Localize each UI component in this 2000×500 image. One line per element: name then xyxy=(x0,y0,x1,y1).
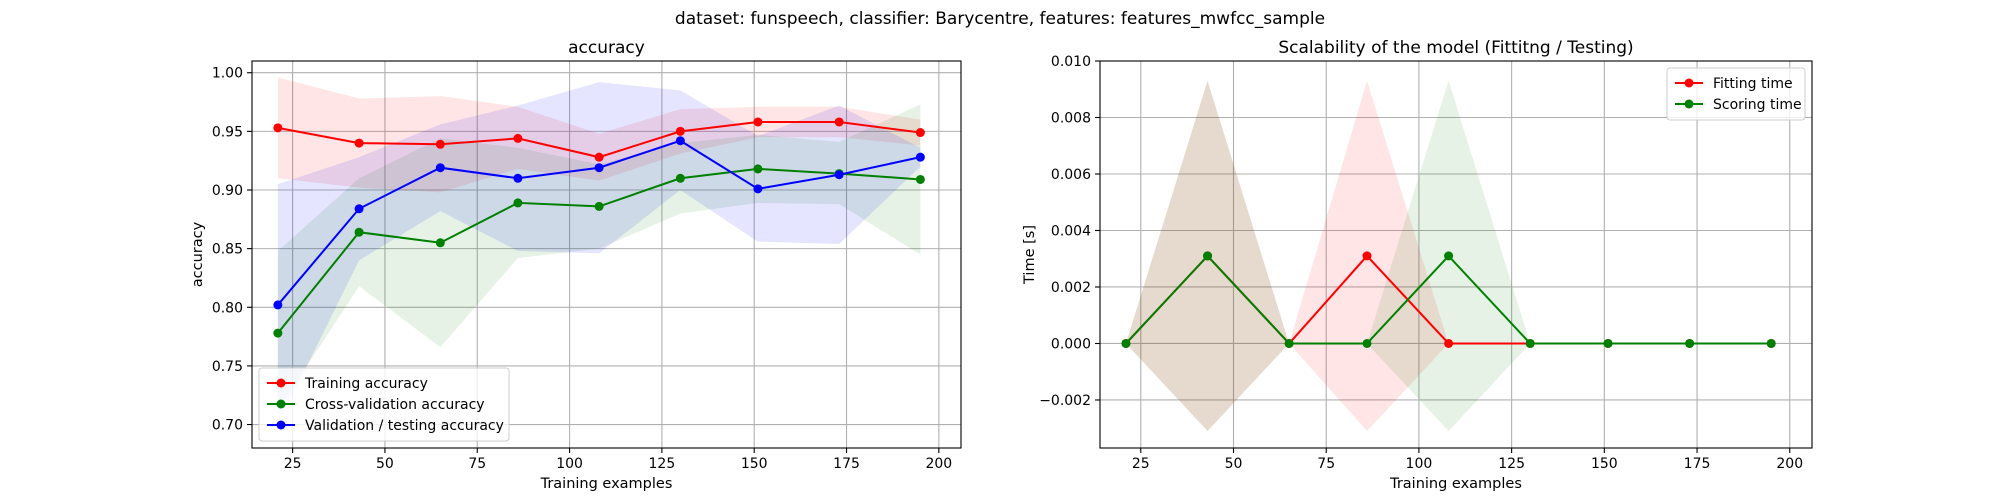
legend-swatch-marker xyxy=(276,378,286,388)
data-point xyxy=(915,128,925,138)
data-point xyxy=(1766,338,1776,348)
data-point xyxy=(834,117,844,127)
legend-label: Training accuracy xyxy=(304,376,428,392)
x-tick-label: 75 xyxy=(1317,456,1335,472)
chart-title: Scalability of the model (Fittitng / Tes… xyxy=(1278,38,1633,58)
x-tick-label: 200 xyxy=(1776,456,1803,472)
x-tick-label: 25 xyxy=(284,456,302,472)
x-tick-label: 50 xyxy=(1225,456,1243,472)
legend-swatch-marker xyxy=(1684,99,1694,109)
legend: Training accuracy Cross-validation accura… xyxy=(258,367,510,442)
data-point xyxy=(354,204,364,214)
data-point xyxy=(513,198,523,208)
y-tick-label: 0.008 xyxy=(1051,110,1091,126)
axes-frame xyxy=(1099,60,1813,449)
data-point xyxy=(1362,251,1372,261)
y-tick-label: 0.80 xyxy=(212,300,243,316)
data-point xyxy=(753,117,763,127)
x-tick-label: 75 xyxy=(468,456,486,472)
x-tick-label: 100 xyxy=(556,456,583,472)
x-tick-label: 125 xyxy=(649,456,676,472)
scalability-chart: 25 50 75 100 125 150 175 200 −0.002 0.000 0.002 0.0… xyxy=(1022,38,1813,492)
x-axis-label: Training examples xyxy=(1389,476,1522,492)
y-tick-label: 0.90 xyxy=(212,183,243,199)
x-tick-label: 25 xyxy=(1132,456,1150,472)
x-tick-label: 125 xyxy=(1498,456,1525,472)
axes-frame xyxy=(251,60,962,449)
x-tick-label: 50 xyxy=(376,456,394,472)
y-tick-label: 1.00 xyxy=(212,66,243,82)
y-tick-label: 0.010 xyxy=(1051,54,1091,70)
legend-swatch-marker xyxy=(276,420,286,430)
data-point xyxy=(1525,338,1535,348)
data-point xyxy=(675,173,685,183)
y-tick-label: 0.004 xyxy=(1051,223,1091,239)
legend: Fitting time Scoring time xyxy=(1666,67,1806,121)
legend-frame xyxy=(1666,67,1806,121)
accuracy-chart: 25 50 75 100 125 150 175 200 0.70 0.75 0.80 0.85 0.9… xyxy=(190,38,962,492)
legend-label: Scoring time xyxy=(1713,97,1802,113)
data-point xyxy=(354,138,364,148)
y-tick-label: −0.002 xyxy=(1039,393,1091,409)
data-point xyxy=(1284,338,1294,348)
data-point xyxy=(1121,338,1131,348)
data-point xyxy=(594,163,604,173)
x-tick-label: 200 xyxy=(925,456,952,472)
y-tick-label: 0.000 xyxy=(1051,336,1091,352)
data-point xyxy=(594,152,604,162)
data-point xyxy=(1603,338,1613,348)
data-point xyxy=(435,139,445,149)
data-point xyxy=(354,227,364,237)
data-point xyxy=(753,164,763,174)
y-axis-label: Time [s] xyxy=(1022,225,1038,285)
data-point xyxy=(753,184,763,194)
data-point xyxy=(513,133,523,143)
x-tick-label: 100 xyxy=(1406,456,1433,472)
legend-label: Cross-validation accuracy xyxy=(305,397,485,413)
legend-frame xyxy=(258,367,510,442)
y-tick-label: 0.70 xyxy=(212,418,243,434)
data-point xyxy=(1444,338,1454,348)
legend-swatch-marker xyxy=(1684,78,1694,88)
x-axis-label: Training examples xyxy=(540,476,673,492)
x-tick-label: 175 xyxy=(1684,456,1711,472)
data-point xyxy=(915,174,925,184)
data-point xyxy=(1362,338,1372,348)
figure-suptitle: dataset: funspeech, classifier: Barycent… xyxy=(675,9,1325,29)
data-point xyxy=(1444,251,1454,261)
y-axis-label: accuracy xyxy=(190,221,206,287)
y-tick-label: 0.002 xyxy=(1051,280,1091,296)
legend-label: Fitting time xyxy=(1713,76,1793,92)
data-point xyxy=(435,238,445,248)
data-point xyxy=(1203,251,1213,261)
y-tick-label: 0.85 xyxy=(212,242,243,258)
y-tick-label: 0.006 xyxy=(1051,167,1091,183)
data-point xyxy=(675,126,685,136)
data-point xyxy=(915,152,925,162)
x-tick-label: 150 xyxy=(741,456,768,472)
chart-title: accuracy xyxy=(568,38,645,58)
data-point xyxy=(273,300,283,310)
legend-swatch-marker xyxy=(276,399,286,409)
data-point xyxy=(675,136,685,146)
data-point xyxy=(435,163,445,173)
data-point xyxy=(273,328,283,338)
legend-label: Validation / testing accuracy xyxy=(305,418,504,434)
std-band-green xyxy=(277,104,921,411)
data-point xyxy=(1685,338,1695,348)
data-point xyxy=(273,123,283,133)
data-point xyxy=(513,173,523,183)
y-tick-label: 0.75 xyxy=(212,359,243,375)
y-tick-label: 0.95 xyxy=(212,124,243,140)
x-tick-label: 150 xyxy=(1591,456,1618,472)
data-point xyxy=(594,201,604,211)
data-point xyxy=(834,170,844,180)
x-tick-label: 175 xyxy=(833,456,860,472)
